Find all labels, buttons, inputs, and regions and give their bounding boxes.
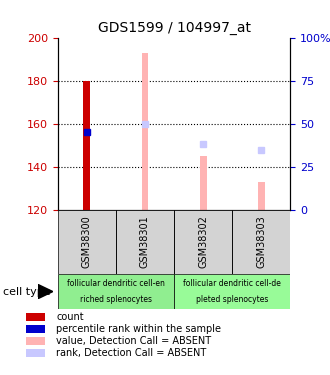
Text: riched splenocytes: riched splenocytes <box>80 295 152 304</box>
Text: GSM38302: GSM38302 <box>198 215 208 268</box>
Text: count: count <box>56 312 84 322</box>
Bar <box>116 210 174 274</box>
Bar <box>142 53 148 210</box>
Bar <box>232 210 290 274</box>
Bar <box>58 210 116 274</box>
Text: GSM38300: GSM38300 <box>82 216 92 268</box>
Bar <box>258 182 265 210</box>
Text: follicular dendritic cell-en: follicular dendritic cell-en <box>67 279 165 288</box>
Bar <box>200 156 207 210</box>
Text: GSM38301: GSM38301 <box>140 216 150 268</box>
Text: rank, Detection Call = ABSENT: rank, Detection Call = ABSENT <box>56 348 206 358</box>
Bar <box>174 210 232 274</box>
Text: pleted splenocytes: pleted splenocytes <box>196 295 268 304</box>
Text: cell type: cell type <box>3 286 51 297</box>
Bar <box>174 274 290 309</box>
Text: follicular dendritic cell-de: follicular dendritic cell-de <box>183 279 281 288</box>
Bar <box>58 274 174 309</box>
Text: value, Detection Call = ABSENT: value, Detection Call = ABSENT <box>56 336 211 346</box>
Title: GDS1599 / 104997_at: GDS1599 / 104997_at <box>98 21 250 35</box>
Polygon shape <box>38 284 53 298</box>
Text: percentile rank within the sample: percentile rank within the sample <box>56 324 221 334</box>
Bar <box>83 81 90 210</box>
Text: GSM38303: GSM38303 <box>256 216 266 268</box>
